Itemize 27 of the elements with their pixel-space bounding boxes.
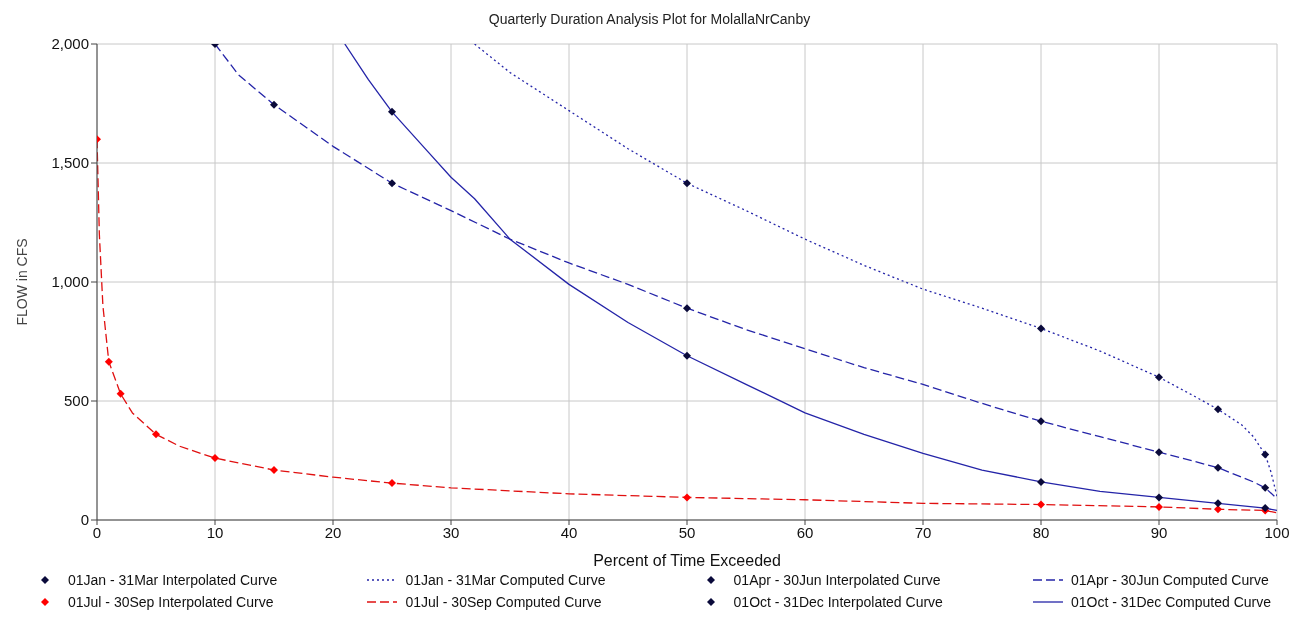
legend-label: 01Apr - 30Jun Interpolated Curve xyxy=(733,572,941,588)
y-tick-label: 0 xyxy=(80,511,89,529)
x-tick-label: 60 xyxy=(796,523,814,541)
x-tick-label: 70 xyxy=(914,523,932,541)
y-axis-title: FLOW in CFS xyxy=(13,238,30,326)
x-tick-label: 10 xyxy=(206,523,224,541)
y-tick-label: 2,000 xyxy=(51,35,89,53)
legend-label: 01Jul - 30Sep Computed Curve xyxy=(405,594,602,610)
legend-label: 01Jan - 31Mar Interpolated Curve xyxy=(68,572,278,588)
x-tick-label: 20 xyxy=(324,523,342,541)
legend-label: 01Oct - 31Dec Interpolated Curve xyxy=(733,594,943,610)
legend-label: 01Jan - 31Mar Computed Curve xyxy=(405,572,606,588)
x-tick-label: 50 xyxy=(678,523,696,541)
chart-title: Quarterly Duration Analysis Plot for MolallaNrCanby xyxy=(487,10,812,29)
legend-label: 01Apr - 30Jun Computed Curve xyxy=(1071,572,1269,588)
legend-label: 01Oct - 31Dec Computed Curve xyxy=(1071,594,1271,610)
x-tick-label: 0 xyxy=(92,523,102,541)
y-tick-label: 1,000 xyxy=(51,273,89,291)
x-tick-label: 80 xyxy=(1032,523,1050,541)
x-tick-label: 30 xyxy=(442,523,460,541)
x-axis-title: Percent of Time Exceeded xyxy=(593,552,781,569)
y-tick-label: 1,500 xyxy=(51,154,89,172)
x-tick-label: 100 xyxy=(1264,523,1290,541)
x-tick-label: 40 xyxy=(560,523,578,541)
legend-label: 01Jul - 30Sep Interpolated Curve xyxy=(68,594,274,610)
x-tick-label: 90 xyxy=(1150,523,1168,541)
y-tick-label: 500 xyxy=(63,392,89,410)
